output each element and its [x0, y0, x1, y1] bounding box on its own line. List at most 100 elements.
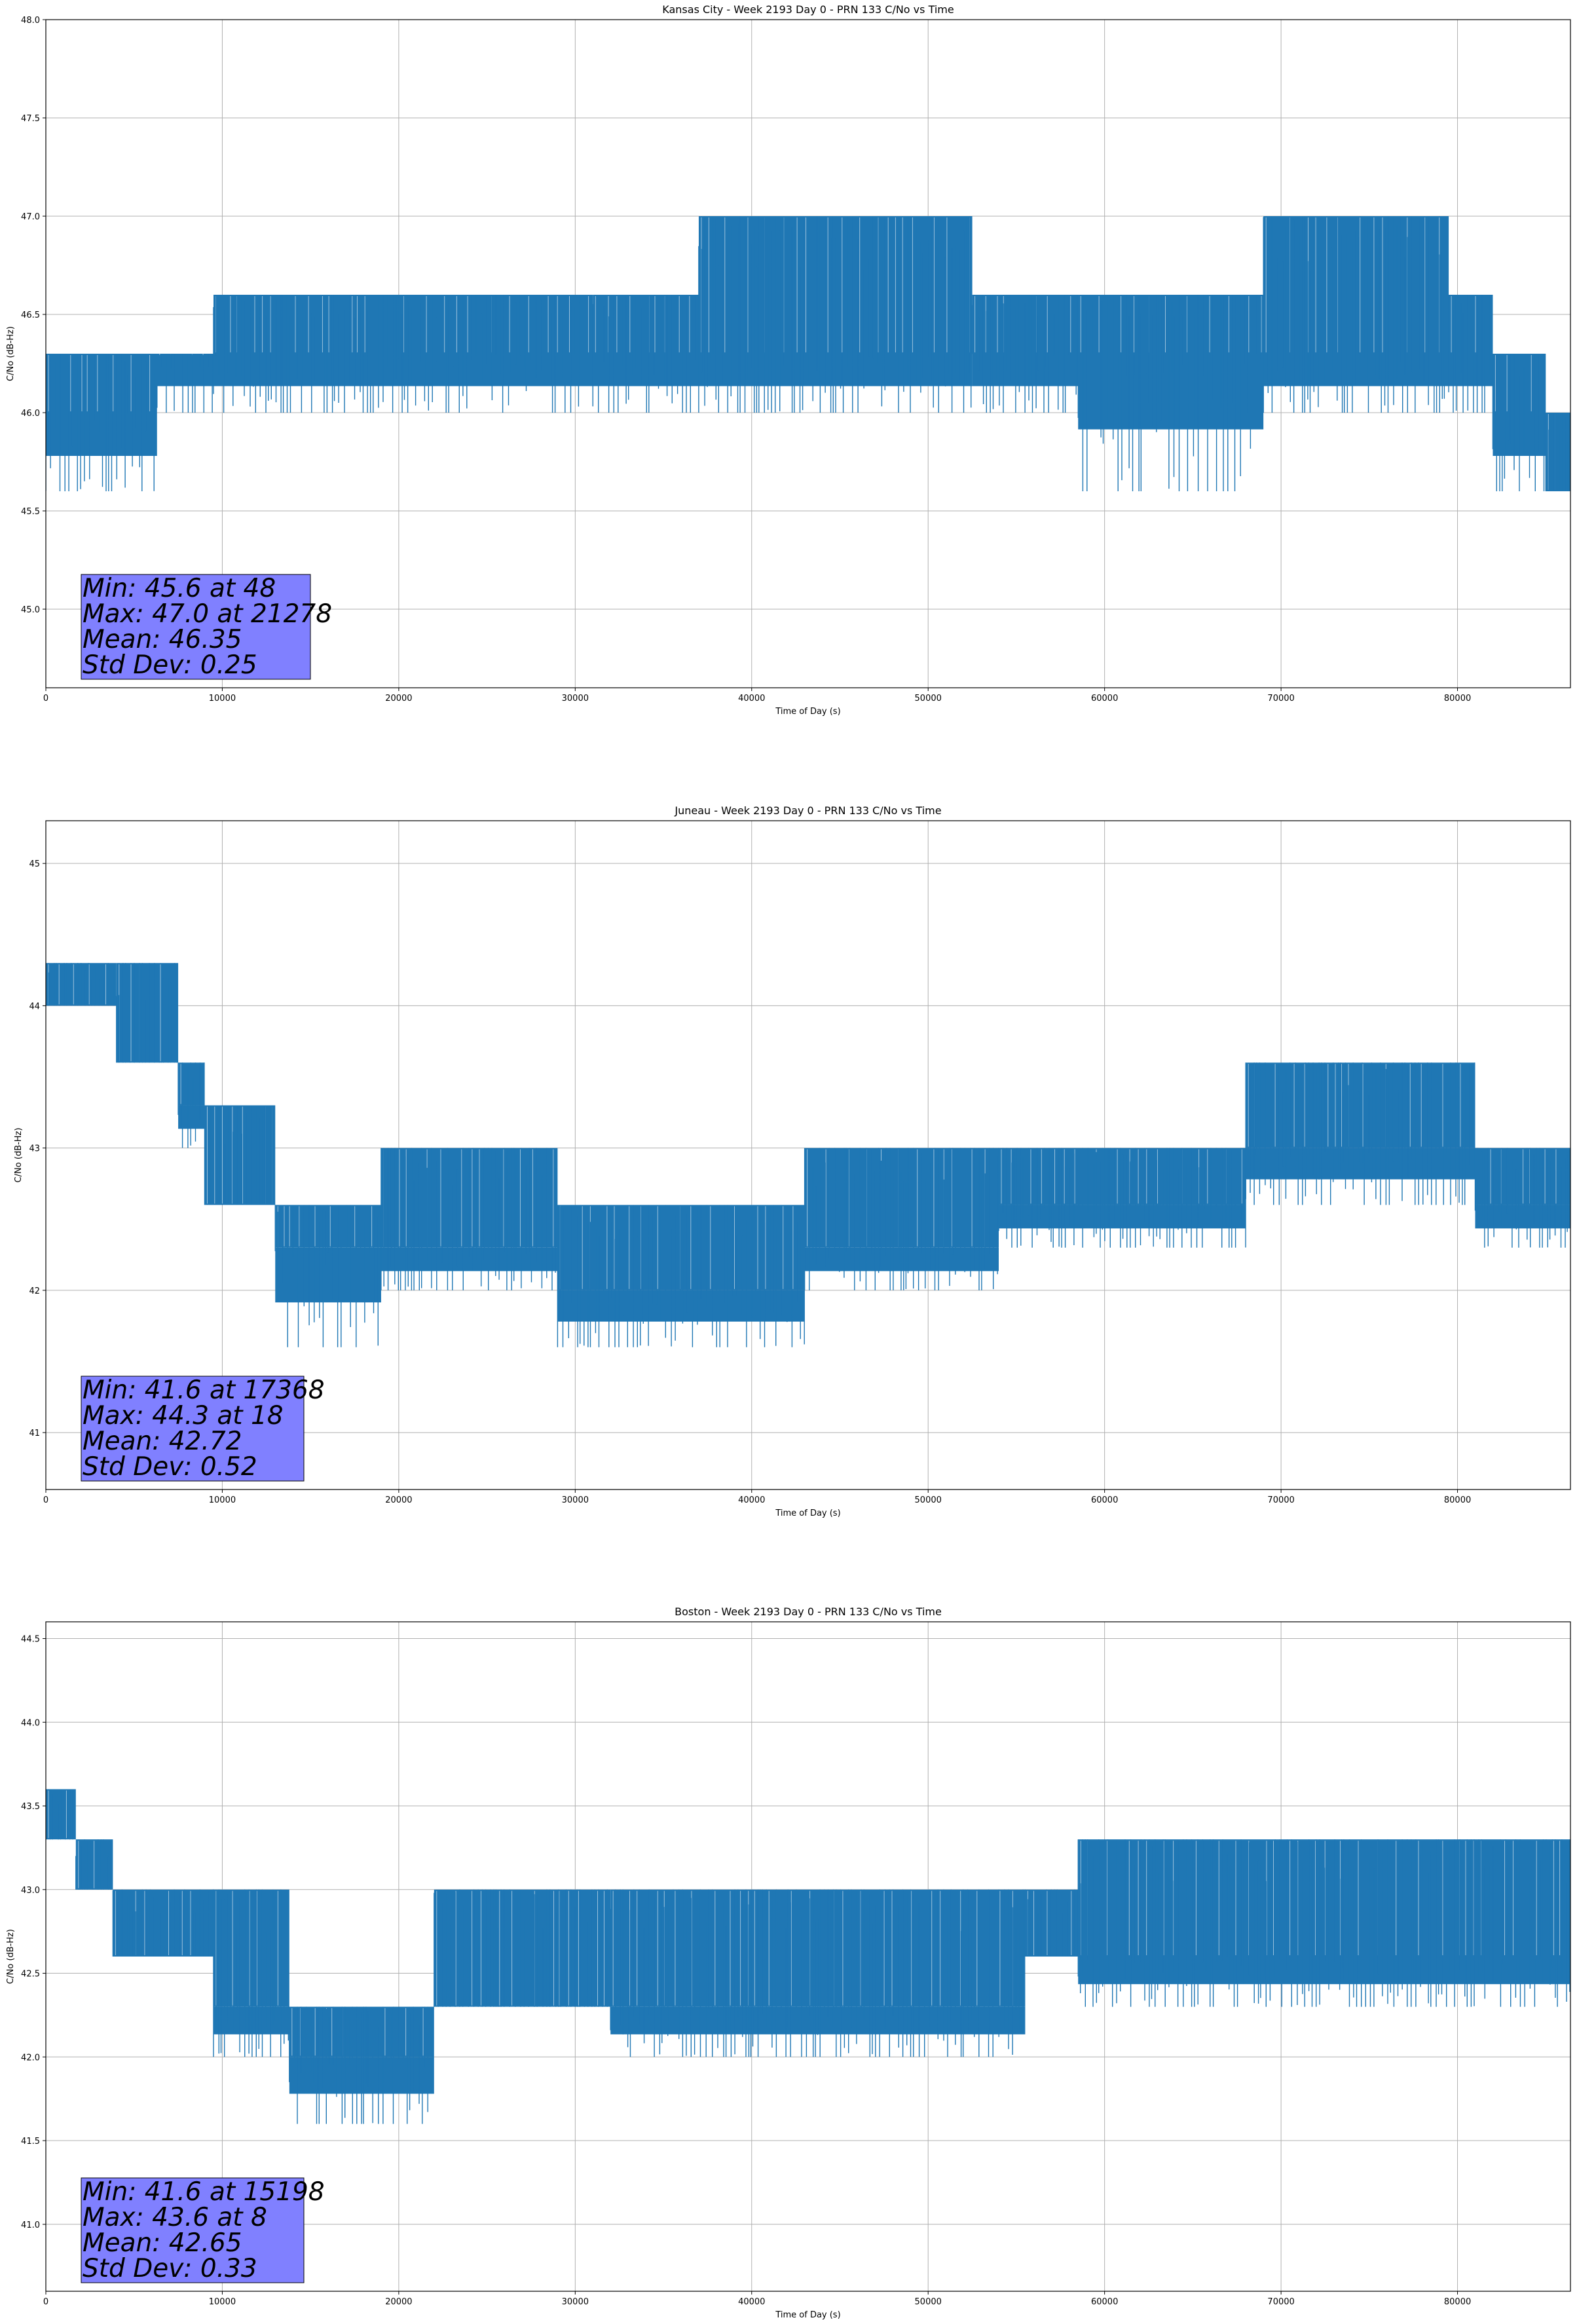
- data-band: [113, 1889, 213, 1957]
- data-band: [593, 295, 699, 354]
- data-spikes: [213, 295, 350, 413]
- y-tick-label: 43.0: [21, 1886, 40, 1896]
- data-spikes: [998, 1148, 1246, 1248]
- data-spikes: [610, 1889, 1024, 2057]
- data-spikes: [557, 1205, 805, 1347]
- data-gaps: [48, 355, 151, 411]
- data-band: [1546, 413, 1570, 491]
- stats-box: [81, 1376, 305, 1482]
- y-tick-label: 45.5: [21, 507, 40, 517]
- data-spikes: [1077, 295, 1261, 491]
- data-band: [1246, 1062, 1475, 1148]
- data-band: [354, 354, 593, 386]
- stats-line: Mean: 42.65: [83, 2228, 242, 2258]
- data-band: [213, 354, 355, 386]
- chart-title: Boston - Week 2193 Day 0 - PRN 133 C/No …: [675, 1605, 942, 1618]
- x-tick-label: 60000: [1091, 2297, 1118, 2307]
- x-axis-label: Time of Day (s): [775, 2310, 840, 2320]
- data-spikes: [1448, 295, 1490, 413]
- data-spikes: [1474, 1148, 1568, 1248]
- stats-line: Min: 41.6 at 17368: [83, 1376, 325, 1405]
- y-tick-label: 42.0: [21, 2053, 40, 2063]
- stats-line: Max: 43.6 at 8: [83, 2203, 267, 2232]
- x-tick-label: 30000: [562, 694, 589, 703]
- chart-panel-3: 0 10000 20000 30000 40000 50000 60000 70000 8000…: [6, 1605, 1571, 2320]
- x-tick-label: 80000: [1444, 1495, 1471, 1505]
- x-tick-label: 20000: [385, 2297, 412, 2307]
- data-band: [46, 354, 157, 413]
- x-tick-label: 50000: [915, 2297, 942, 2307]
- x-axis-label: Time of Day (s): [775, 707, 840, 717]
- data-spikes: [354, 295, 588, 413]
- data-gaps: [78, 1841, 95, 1888]
- x-tick-label: 10000: [209, 1495, 236, 1505]
- x-tick-label: 10000: [209, 2297, 236, 2307]
- y-tick-label: 43.5: [21, 1802, 40, 1812]
- data-band: [1078, 1957, 1570, 1985]
- data-band: [434, 1889, 611, 2007]
- data-spikes: [698, 216, 972, 413]
- data-series: [46, 1789, 1570, 2124]
- stats-box: [81, 574, 311, 680]
- data-band: [1449, 295, 1493, 354]
- data-spikes: [75, 1839, 111, 1890]
- data-band: [804, 1247, 999, 1271]
- y-axis-label: C/No (dB-Hz): [14, 1128, 24, 1183]
- data-gaps: [1451, 296, 1476, 352]
- chart-title: Juneau - Week 2193 Day 0 - PRN 133 C/No …: [674, 804, 941, 817]
- data-spikes: [363, 2006, 434, 2124]
- data-spikes: [116, 963, 177, 1063]
- data-gaps: [215, 1890, 278, 2006]
- chart-panel-1: 0 10000 20000 30000 40000 50000 60000 70000 8000…: [6, 3, 1571, 717]
- data-spikes: [971, 295, 1077, 413]
- stats-line: Std Dev: 0.25: [83, 650, 257, 680]
- x-tick-label: 70000: [1267, 694, 1294, 703]
- data-gaps: [207, 1106, 272, 1204]
- data-spikes: [592, 295, 696, 413]
- data-spikes: [274, 1205, 379, 1347]
- x-tick-label: 10000: [209, 694, 236, 703]
- plot-frame: [45, 19, 1571, 688]
- y-tick-label: 42: [29, 1286, 40, 1296]
- y-tick-label: 41: [29, 1429, 40, 1438]
- data-band: [213, 1889, 289, 2007]
- data-spikes: [46, 354, 155, 491]
- x-tick-label: 0: [43, 2297, 48, 2307]
- stats-line: Max: 44.3 at 18: [83, 1401, 284, 1431]
- data-spikes: [1492, 354, 1545, 491]
- data-spikes: [1545, 413, 1568, 491]
- data-band: [213, 295, 355, 354]
- stats-line: Max: 47.0 at 21278: [83, 599, 332, 629]
- x-tick-label: 60000: [1091, 694, 1118, 703]
- y-tick-label: 43: [29, 1144, 40, 1154]
- data-spikes: [157, 354, 213, 413]
- x-tick-label: 40000: [738, 1495, 765, 1505]
- data-band: [363, 2057, 434, 2094]
- data-spikes: [46, 963, 115, 1006]
- y-tick-label: 46.0: [21, 409, 40, 419]
- y-tick-label: 48.0: [21, 16, 40, 26]
- stats-box: [81, 2177, 305, 2283]
- x-tick-label: 80000: [1444, 694, 1471, 703]
- data-band: [593, 354, 699, 386]
- x-tick-label: 60000: [1091, 1495, 1118, 1505]
- data-spikes: [1024, 1889, 1075, 1957]
- chart-title: Kansas City - Week 2193 Day 0 - PRN 133 …: [662, 3, 954, 16]
- data-spikes: [204, 1105, 272, 1205]
- stats-line: Mean: 46.35: [83, 625, 242, 654]
- data-band: [999, 1205, 1246, 1229]
- data-spikes: [177, 1062, 205, 1148]
- x-tick-label: 40000: [738, 2297, 765, 2307]
- x-tick-label: 20000: [385, 694, 412, 703]
- x-axis-label: Time of Day (s): [775, 1509, 840, 1518]
- y-tick-label: 42.5: [21, 1970, 40, 1979]
- data-spikes: [380, 1148, 556, 1290]
- data-spikes: [434, 1889, 608, 2007]
- data-band: [157, 354, 213, 386]
- y-tick-label: 41.5: [21, 2137, 40, 2146]
- chart-panel-2: 0 10000 20000 30000 40000 50000 60000 70000 8000…: [14, 804, 1571, 1518]
- y-axis-label: C/No (dB-Hz): [6, 1929, 16, 1984]
- data-spikes: [112, 1889, 214, 1957]
- stats-line: Std Dev: 0.52: [83, 1452, 257, 1482]
- data-band: [1078, 354, 1264, 430]
